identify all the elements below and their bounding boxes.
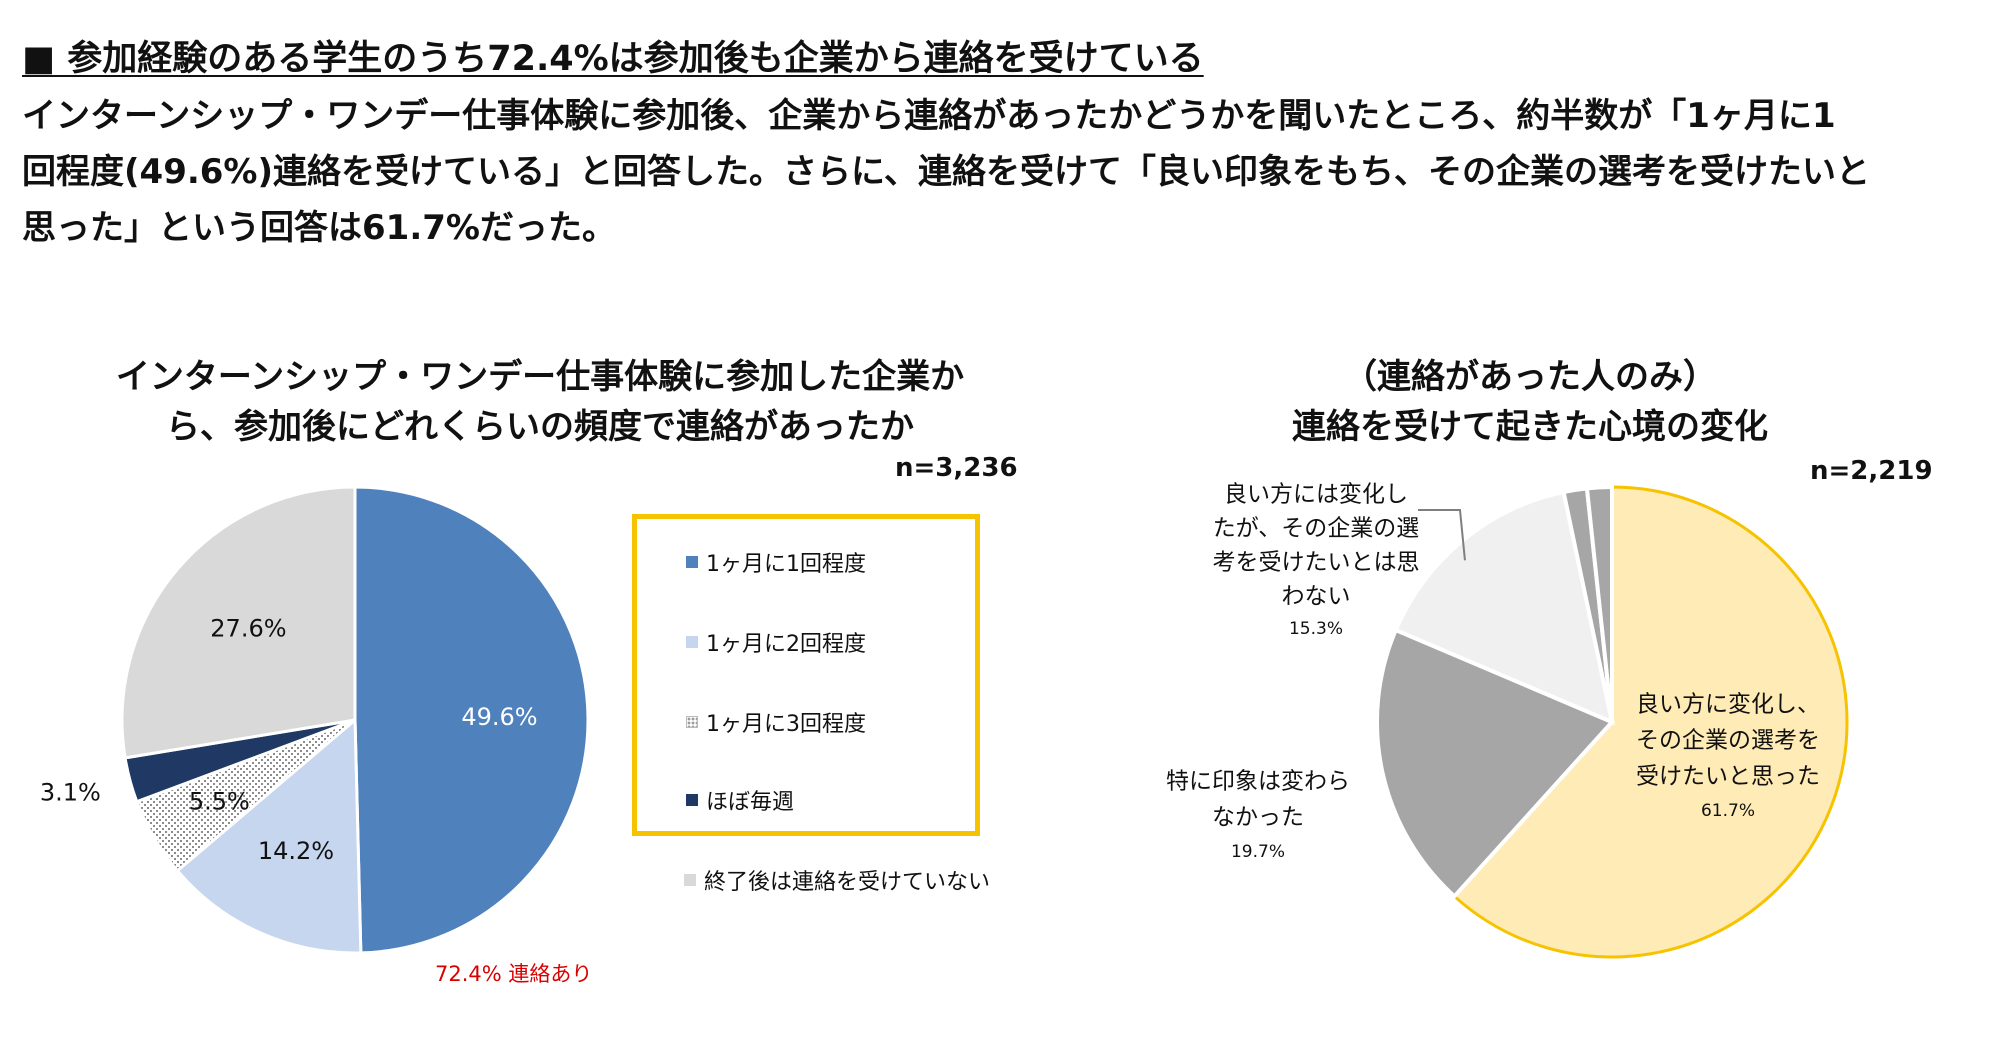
legend-item: 終了後は連絡を受けていない [684,864,990,896]
left-pie-value-label: 27.6% [210,615,286,643]
right-pie-leader-line [1418,509,1466,561]
right-pie-value-label: 19.7% [1231,842,1285,862]
right-pie-slice [1584,484,1614,723]
legend-label: ほぼ毎週 [706,790,795,815]
right-chart-title-line: 連絡を受けて起きた心境の変化 [1292,407,1768,447]
summary-line: 思った」という回答は61.7%だった。 [22,208,616,248]
left-pie-value-label: 3.1% [40,778,101,806]
legend-label: 1ヶ月に1回程度 [706,552,866,577]
right-pie-category-label: たが、その企業の選 [1213,516,1420,542]
left-pie-value-label: 49.6% [461,703,537,731]
left-chart-title-line: ら、参加後にどれくらいの頻度で連絡があったか [166,407,914,447]
right-sample-size: n=2,219 [1810,456,1933,486]
left-pie-slice [353,485,590,955]
legend-swatch [686,716,698,728]
right-pie-slice [1452,485,1849,959]
contacted-callout: 72.4% 連絡あり [435,962,593,986]
right-pie-category-label: わない [1282,584,1351,610]
legend-swatch [686,636,698,648]
legend-swatch [684,874,696,886]
left-pie-value-label: 14.2% [258,837,334,865]
legend-item: ほぼ毎週 [686,784,794,816]
legend-swatch [686,794,698,806]
summary-paragraph: インターンシップ・ワンデー仕事体験に参加後、企業から連絡があったかどうかを聞いた… [22,88,1972,256]
left-pie-slice [120,485,357,760]
section-heading: ■ 参加経験のある学生のうち72.4%は参加後も企業から連絡を受けている [22,39,1204,79]
right-pie-category-label: 受けたいと思った [1636,764,1820,790]
right-pie-value-label: 15.3% [1289,619,1343,639]
left-pie-slice [175,716,363,955]
legend-box [632,514,980,836]
summary-line: 回程度(49.6%)連絡を受けている」と回答した。さらに、連絡を受けて「良い印象… [22,152,1871,192]
right-pie-category-label: その企業の選考を [1636,728,1820,754]
right-pie-slice [1375,627,1616,900]
right-pie-category-label: 特に印象は変わら [1166,769,1350,795]
left-pie-chart: 49.6% 14.2% 5.5% 3.1% 27.6% [40,485,590,955]
right-pie-category-label: 良い方には変化し [1224,482,1408,508]
right-chart-title-line: （連絡があった人のみ） [1343,357,1717,397]
legend-item: 1ヶ月に2回程度 [686,626,866,658]
legend-item: 1ヶ月に3回程度 [686,706,866,738]
legend-item: 1ヶ月に1回程度 [686,546,866,578]
legend-label: 終了後は連絡を受けていない [704,870,991,895]
right-pie-value-label: 61.7% [1701,801,1755,821]
left-pie-value-label: 5.5% [189,788,250,816]
legend-swatch [686,556,698,568]
right-pie-category-label: なかった [1212,805,1304,831]
legend-label: 1ヶ月に2回程度 [706,632,866,657]
right-chart-title: （連絡があった人のみ） 連絡を受けて起きた心境の変化 [1180,352,1880,452]
left-sample-size: n=3,236 [895,453,1018,483]
legend-label: 1ヶ月に3回程度 [706,712,866,737]
right-pie-category-label: 考を受けたいとは思 [1213,550,1420,576]
left-chart-title: インターンシップ・ワンデー仕事体験に参加した企業か ら、参加後にどれくらいの頻度… [60,352,1020,452]
left-chart-title-line: インターンシップ・ワンデー仕事体験に参加した企業か [115,357,965,397]
right-pie-category-label: 良い方に変化し、 [1636,692,1820,718]
summary-line: インターンシップ・ワンデー仕事体験に参加後、企業から連絡があったかどうかを聞いた… [22,96,1836,136]
